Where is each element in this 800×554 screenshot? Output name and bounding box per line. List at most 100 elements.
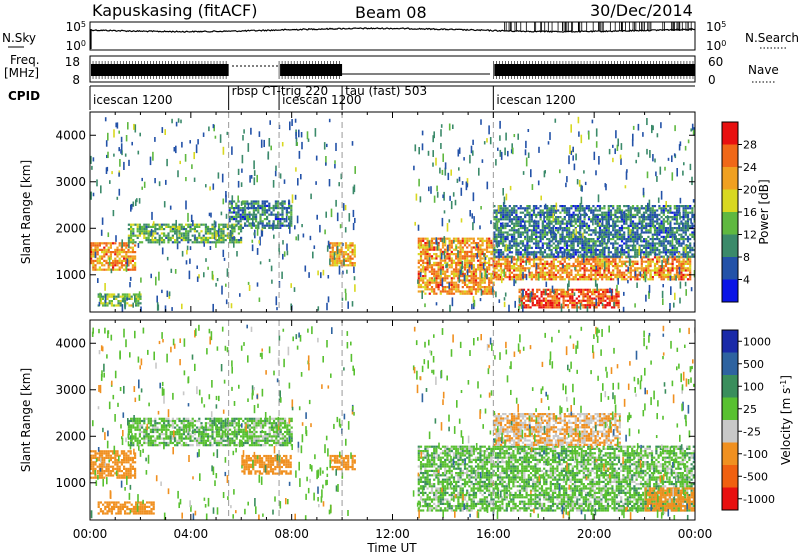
heatmap-cell — [546, 267, 549, 270]
heatmap-cell — [686, 262, 690, 265]
heatmap-cell — [495, 218, 498, 221]
heatmap-cell — [568, 253, 571, 256]
heatmap-cell — [263, 211, 266, 214]
heatmap-cell — [521, 249, 525, 252]
heatmap-cell — [336, 259, 339, 262]
heatmap-cell — [120, 246, 123, 249]
heatmap-cell — [441, 290, 445, 293]
heatmap-cell — [618, 229, 621, 232]
heatmap-cell — [107, 255, 110, 258]
heatmap-scatter — [538, 273, 540, 281]
heatmap-cell — [250, 204, 253, 207]
heatmap-scatter — [583, 170, 585, 174]
heatmap-cell — [656, 267, 659, 270]
heatmap-cell — [565, 211, 569, 214]
heatmap-cell — [437, 237, 440, 240]
heatmap-cell — [448, 288, 451, 291]
heatmap-cell — [647, 265, 650, 268]
heatmap-cell — [634, 276, 637, 279]
heatmap-cell — [532, 242, 536, 245]
heatmap-cell — [506, 216, 509, 219]
heatmap-cell — [180, 223, 183, 226]
heatmap-cell — [543, 211, 547, 214]
heatmap-cell — [118, 251, 121, 254]
heatmap-cell — [441, 244, 445, 247]
heatmap-cell — [547, 306, 550, 309]
heatmap-cell — [479, 266, 482, 269]
heatmap-cell — [536, 288, 539, 291]
heatmap-cell — [504, 216, 507, 219]
heatmap-cell — [573, 306, 576, 309]
heatmap-cell — [585, 238, 588, 241]
heatmap-cell — [481, 250, 484, 253]
heatmap-scatter — [647, 202, 649, 212]
heatmap-cell — [127, 259, 130, 262]
heatmap-cell — [113, 297, 116, 300]
heatmap-cell — [209, 228, 212, 231]
heatmap-cell — [592, 269, 595, 272]
heatmap-scatter — [520, 301, 523, 309]
heatmap-cell — [581, 278, 584, 281]
heatmap-cell — [513, 209, 516, 212]
heatmap-cell — [90, 253, 93, 256]
heatmap-cell — [452, 270, 456, 273]
heatmap-scatter — [190, 214, 193, 222]
heatmap-cell — [137, 304, 140, 307]
heatmap-cell — [574, 209, 577, 212]
heatmap-cell — [474, 270, 478, 273]
heatmap-cell — [693, 235, 695, 238]
heatmap-cell — [351, 264, 354, 267]
heatmap-cell — [656, 235, 659, 238]
heatmap-cell — [419, 277, 423, 280]
heatmap-cell — [528, 271, 531, 274]
heatmap-cell — [495, 260, 498, 263]
heatmap-cell — [664, 265, 668, 268]
heatmap-cell — [602, 288, 605, 291]
heatmap-cell — [590, 240, 593, 243]
heatmap-cell — [620, 262, 624, 265]
heatmap-cell — [237, 215, 240, 218]
heatmap-cell — [147, 230, 150, 233]
heatmap-cell — [118, 268, 121, 271]
freq-tick-bottom: 8 — [72, 73, 80, 87]
heatmap-scatter — [625, 212, 627, 222]
heatmap-cell — [466, 279, 469, 282]
heatmap-cell — [680, 235, 683, 238]
heatmap-cell — [513, 229, 516, 232]
heatmap-scatter — [592, 217, 594, 226]
heatmap-cell — [524, 251, 527, 254]
heatmap-cell — [607, 249, 610, 252]
heatmap-cell — [502, 216, 505, 219]
heatmap-scatter — [502, 202, 505, 207]
heatmap-cell — [638, 209, 641, 212]
heatmap-cell — [493, 235, 496, 238]
heatmap-cell — [669, 273, 672, 276]
heatmap-cell — [667, 240, 670, 243]
heatmap-scatter — [473, 216, 475, 224]
heatmap-cell — [669, 269, 672, 272]
heatmap-cell — [667, 205, 670, 208]
heatmap-cell — [527, 304, 530, 307]
heatmap-cell — [437, 246, 440, 249]
heatmap-cell — [640, 207, 643, 210]
heatmap-cell — [565, 244, 569, 247]
heatmap-scatter — [171, 118, 173, 124]
heatmap-cell — [548, 269, 551, 272]
heatmap-scatter — [598, 231, 601, 240]
heatmap-cell — [583, 216, 586, 219]
heatmap-cell — [255, 215, 258, 218]
heatmap-scatter — [132, 201, 135, 207]
heatmap-cell — [682, 255, 685, 258]
heatmap-cell — [196, 236, 199, 239]
heatmap-scatter — [92, 192, 95, 197]
heatmap-cell — [241, 207, 244, 210]
heatmap-cell — [215, 241, 218, 244]
heatmap-cell — [492, 259, 495, 262]
heatmap-cell — [123, 242, 126, 245]
heatmap-cell — [134, 257, 137, 260]
heatmap-cell — [145, 228, 148, 231]
heatmap-scatter — [617, 277, 619, 285]
heatmap-cell — [441, 246, 445, 249]
heatmap-cell — [536, 301, 539, 305]
heatmap-scatter — [282, 253, 284, 260]
